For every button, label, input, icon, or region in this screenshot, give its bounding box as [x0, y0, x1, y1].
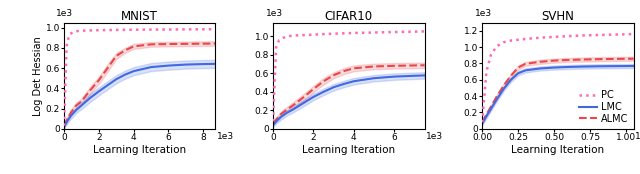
X-axis label: Learning Iteration: Learning Iteration	[302, 145, 396, 155]
Title: SVHN: SVHN	[541, 10, 574, 23]
Title: MNIST: MNIST	[122, 10, 158, 23]
Text: 1e4: 1e4	[635, 132, 640, 141]
Legend: PC, LMC, ALMC: PC, LMC, ALMC	[579, 90, 628, 124]
Text: 1e3: 1e3	[56, 9, 74, 18]
Y-axis label: Log Det Hessian: Log Det Hessian	[33, 36, 43, 116]
X-axis label: Learning Iteration: Learning Iteration	[93, 145, 186, 155]
Text: 1e3: 1e3	[474, 9, 492, 18]
Text: 1e3: 1e3	[217, 132, 234, 141]
Title: CIFAR10: CIFAR10	[324, 10, 373, 23]
Text: 1e3: 1e3	[426, 132, 443, 141]
Text: 1e3: 1e3	[266, 9, 283, 18]
X-axis label: Learning Iteration: Learning Iteration	[511, 145, 604, 155]
